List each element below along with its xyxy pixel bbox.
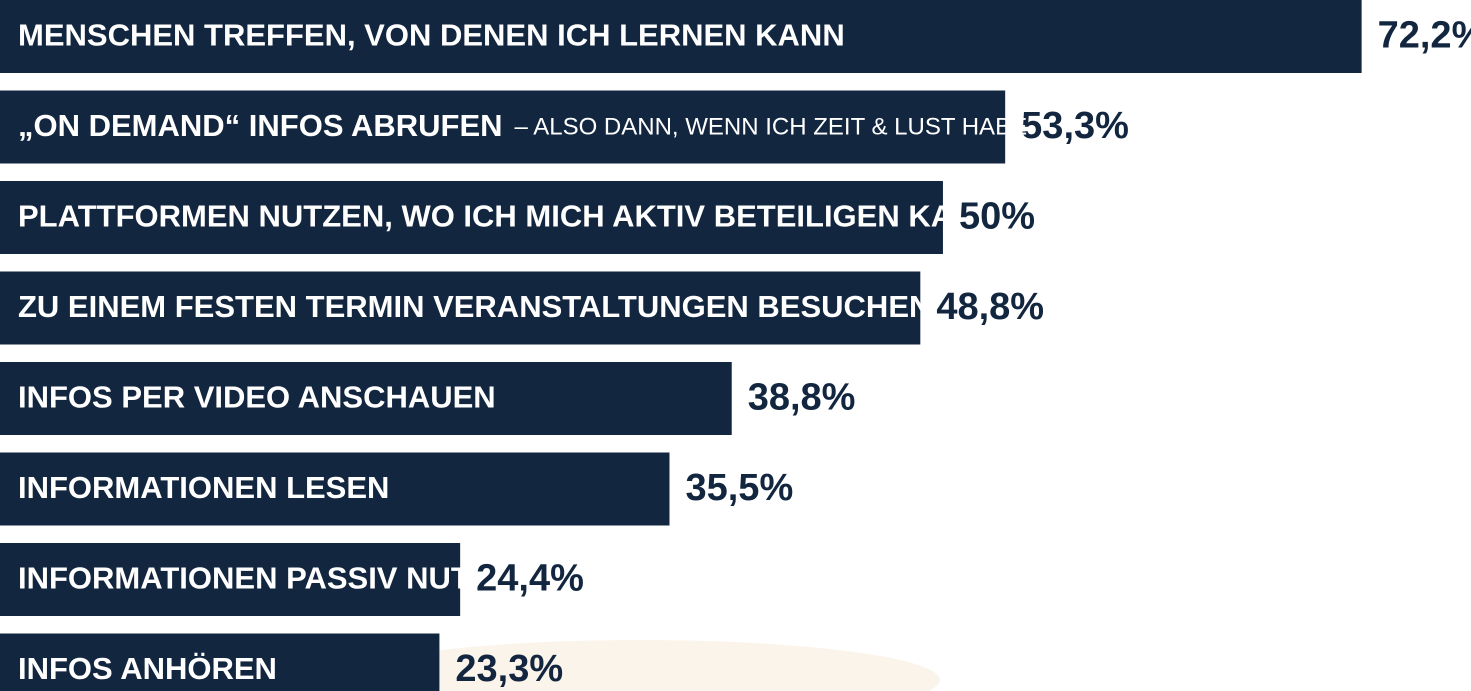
category-label: PLATTFORMEN NUTZEN, WO ICH MICH AKTIV BE… bbox=[18, 199, 998, 234]
category-label: INFOS ANHÖREN bbox=[18, 651, 277, 686]
bar bbox=[0, 633, 440, 691]
category-note: – ALSO DANN, WENN ICH ZEIT & LUST HABE bbox=[515, 113, 1028, 140]
bar bbox=[0, 271, 921, 345]
bar bbox=[0, 0, 1362, 73]
value-label: 35,5% bbox=[685, 467, 793, 509]
background-brush bbox=[340, 640, 940, 691]
value-label: 38,8% bbox=[748, 377, 856, 419]
bar bbox=[0, 181, 943, 254]
category-label: INFOS PER VIDEO ANSCHAUEN bbox=[18, 380, 496, 415]
value-label: 53,3% bbox=[1021, 105, 1129, 147]
bar bbox=[0, 90, 1006, 164]
value-label: 50% bbox=[959, 196, 1035, 238]
value-label: 24,4% bbox=[476, 558, 584, 600]
category-label: MENSCHEN TREFFEN, VON DENEN ICH LERNEN K… bbox=[18, 18, 845, 53]
value-label: 48,8% bbox=[936, 286, 1044, 328]
category-label: ZU EINEM FESTEN TERMIN VERANSTALTUNGEN B… bbox=[18, 289, 931, 324]
category-label: INFORMATIONEN LESEN bbox=[18, 470, 389, 505]
bar bbox=[0, 452, 670, 526]
category-label: „ON DEMAND“ INFOS ABRUFEN bbox=[18, 108, 503, 143]
value-label: 23,3% bbox=[455, 648, 563, 690]
category-label: INFORMATIONEN PASSIV NUTZEN bbox=[18, 561, 532, 596]
bar bbox=[0, 543, 461, 616]
value-label: 72,2% bbox=[1378, 15, 1471, 57]
bar bbox=[0, 362, 732, 435]
